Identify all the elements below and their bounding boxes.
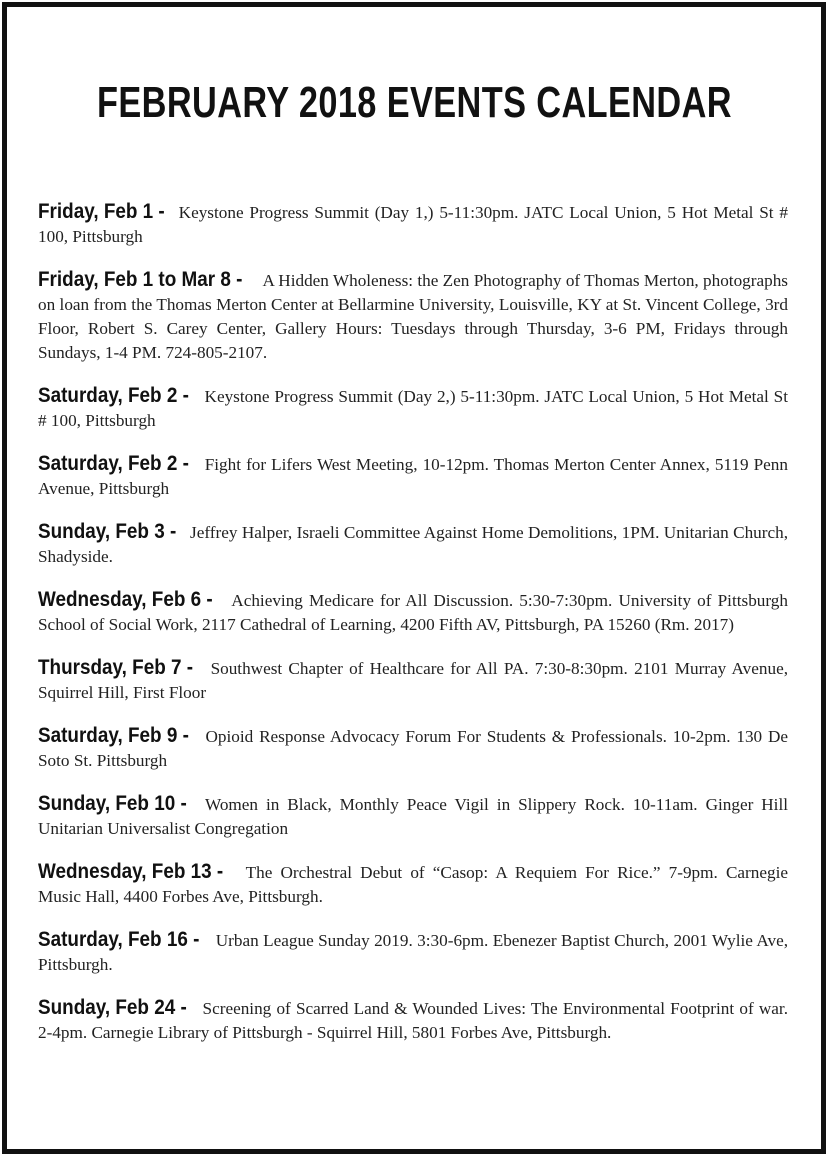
event-description: Southwest Chapter of Healthcare for All … xyxy=(38,659,788,702)
event-item: Saturday, Feb 2 - Keystone Progress Summ… xyxy=(38,384,788,433)
event-description: Urban League Sunday 2019. 3:30-6pm. Eben… xyxy=(38,931,789,974)
event-item: Saturday, Feb 16 - Urban League Sunday 2… xyxy=(38,928,788,977)
event-date: Sunday, Feb 24 - xyxy=(38,996,187,1019)
event-item: Sunday, Feb 3 - Jeffrey Halper, Israeli … xyxy=(38,520,788,569)
event-description: Keystone Progress Summit (Day 1,) 5-11:3… xyxy=(38,203,789,246)
event-date: Sunday, Feb 3 - xyxy=(38,520,177,543)
event-description: A Hidden Wholeness: the Zen Photography … xyxy=(38,271,788,362)
event-description: Achieving Medicare for All Discussion. 5… xyxy=(38,591,788,634)
event-item: Friday, Feb 1 to Mar 8 - A Hidden Wholen… xyxy=(38,268,788,365)
event-description: Jeffrey Halper, Israeli Committee Agains… xyxy=(38,523,789,566)
event-date: Saturday, Feb 2 - xyxy=(38,452,189,475)
event-item: Wednesday, Feb 6 - Achieving Medicare fo… xyxy=(38,588,788,637)
event-date: Saturday, Feb 16 - xyxy=(38,928,200,951)
events-list: Friday, Feb 1 - Keystone Progress Summit… xyxy=(38,200,788,1064)
event-item: Friday, Feb 1 - Keystone Progress Summit… xyxy=(38,200,788,249)
event-item: Thursday, Feb 7 - Southwest Chapter of H… xyxy=(38,656,788,705)
event-description: Women in Black, Monthly Peace Vigil in S… xyxy=(38,795,788,838)
event-description: The Orchestral Debut of “Casop: A Requie… xyxy=(38,863,788,906)
event-item: Saturday, Feb 9 - Opioid Response Advoca… xyxy=(38,724,788,773)
event-description: Opioid Response Advocacy Forum For Stude… xyxy=(38,727,789,770)
event-date: Wednesday, Feb 6 - xyxy=(38,588,213,611)
event-item: Saturday, Feb 2 - Fight for Lifers West … xyxy=(38,452,788,501)
event-description: Screening of Scarred Land & Wounded Live… xyxy=(38,999,788,1042)
event-item: Wednesday, Feb 13 - The Orchestral Debut… xyxy=(38,860,788,909)
event-date: Sunday, Feb 10 - xyxy=(38,792,187,815)
event-date: Saturday, Feb 9 - xyxy=(38,724,189,747)
event-item: Sunday, Feb 24 - Screening of Scarred La… xyxy=(38,996,788,1045)
page-title: FEBRUARY 2018 EVENTS CALENDAR xyxy=(97,78,732,127)
event-date: Thursday, Feb 7 - xyxy=(38,656,194,679)
event-description: Keystone Progress Summit (Day 2,) 5-11:3… xyxy=(38,387,788,430)
event-description: Fight for Lifers West Meeting, 10-12pm. … xyxy=(38,455,788,498)
event-date: Friday, Feb 1 to Mar 8 - xyxy=(38,268,243,291)
event-date: Wednesday, Feb 13 - xyxy=(38,860,224,883)
event-item: Sunday, Feb 10 - Women in Black, Monthly… xyxy=(38,792,788,841)
event-date: Friday, Feb 1 - xyxy=(38,200,165,223)
event-date: Saturday, Feb 2 - xyxy=(38,384,189,407)
